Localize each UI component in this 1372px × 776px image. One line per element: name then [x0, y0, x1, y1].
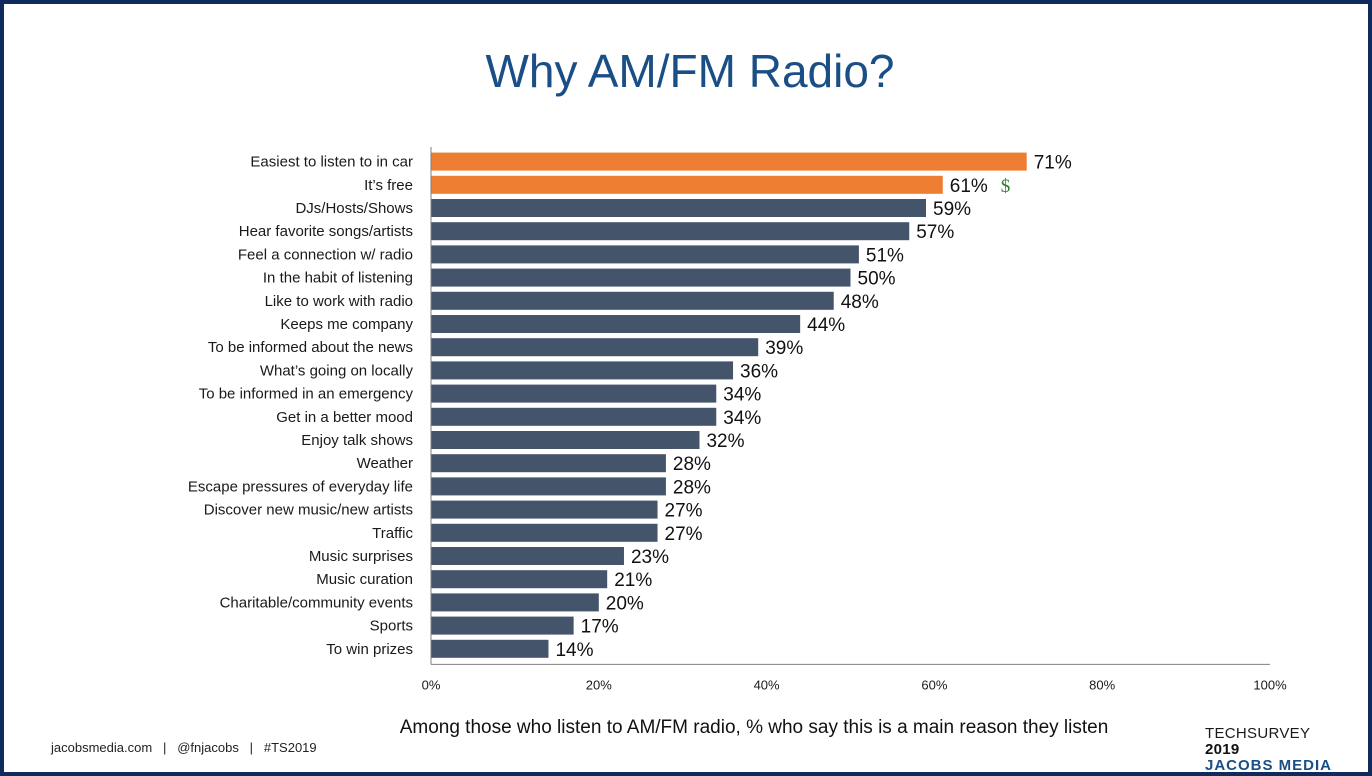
data-label: 34% — [723, 385, 761, 406]
logo-techsurvey-text: TECHSURVEY — [1205, 725, 1310, 742]
data-label: 51% — [866, 245, 904, 266]
data-label: 32% — [706, 431, 744, 452]
category-label: Hear favorite songs/artists — [239, 223, 413, 240]
data-label: 17% — [581, 617, 619, 638]
category-label: Music surprises — [309, 548, 413, 565]
category-label: Feel a connection w/ radio — [238, 246, 413, 263]
bar — [431, 152, 1027, 171]
x-tick-label: 60% — [921, 677, 947, 692]
category-label: To be informed in an emergency — [199, 386, 414, 403]
category-label: Weather — [357, 455, 413, 472]
data-label: 27% — [665, 524, 703, 545]
data-label: 71% — [1034, 153, 1072, 174]
data-label: 61% — [950, 176, 988, 197]
bar — [431, 315, 801, 333]
bar — [431, 407, 717, 426]
data-label: 14% — [555, 640, 593, 661]
bar — [431, 616, 574, 635]
category-label: DJs/Hosts/Shows — [295, 200, 413, 217]
data-label: 28% — [673, 454, 711, 475]
footer-links: jacobsmedia.com | @fnjacobs | #TS2019 — [51, 740, 317, 755]
data-label: 34% — [723, 408, 761, 429]
category-label: Easiest to listen to in car — [250, 154, 413, 171]
techsurvey-logo: TECHSURVEY 2019 JACOBS MEDIA — [1205, 726, 1335, 774]
bar — [431, 454, 666, 473]
x-tick-label: 0% — [422, 677, 441, 692]
logo-year: 2019 — [1205, 741, 1240, 758]
category-label: To win prizes — [326, 641, 413, 658]
category-label: In the habit of listening — [263, 270, 413, 287]
data-label: 44% — [807, 315, 845, 336]
data-label: 20% — [606, 593, 644, 614]
category-label: Sports — [370, 618, 413, 635]
data-label: 59% — [933, 199, 971, 220]
bar — [431, 500, 658, 519]
category-label: Get in a better mood — [276, 409, 413, 426]
category-label: Music curation — [316, 571, 413, 588]
bar — [431, 291, 834, 310]
data-label: 50% — [858, 269, 896, 290]
dollar-annotation: $ — [1001, 176, 1011, 197]
data-label: 36% — [740, 361, 778, 382]
data-label: 27% — [665, 501, 703, 522]
bar — [431, 523, 658, 542]
bar — [431, 593, 599, 612]
logo-line1: TECHSURVEY 2019 — [1205, 726, 1335, 758]
data-label: 39% — [765, 338, 803, 359]
x-tick-label: 80% — [1089, 677, 1115, 692]
bar — [431, 338, 759, 357]
bar — [431, 384, 717, 403]
bar — [431, 175, 943, 194]
bar — [431, 361, 734, 380]
category-label: What’s going on locally — [260, 362, 414, 379]
logo-line2: JACOBS MEDIA — [1205, 757, 1333, 774]
data-label: 23% — [631, 547, 669, 568]
category-label: Keeps me company — [280, 316, 413, 333]
bar — [431, 245, 859, 264]
bar — [431, 477, 666, 496]
axis-caption: Among those who listen to AM/FM radio, %… — [399, 717, 1109, 738]
data-label: 28% — [673, 477, 711, 498]
x-tick-label: 20% — [586, 677, 612, 692]
category-label: It’s free — [364, 177, 413, 194]
category-label: Discover new music/new artists — [204, 502, 413, 519]
x-tick-label: 100% — [1253, 677, 1287, 692]
x-tick-label: 40% — [754, 677, 780, 692]
bar — [431, 639, 549, 658]
bar-chart: Easiest to listen to in car 71% It’s free 6… — [188, 147, 1287, 692]
bar — [431, 547, 624, 565]
category-label: Escape pressures of everyday life — [188, 478, 413, 495]
footer-text: jacobsmedia.com | @fnjacobs | #TS2019 — [51, 740, 317, 755]
bar — [431, 199, 927, 217]
data-label: 21% — [614, 570, 652, 591]
chart-title: Why AM/FM Radio? — [485, 45, 895, 97]
category-label: Traffic — [372, 525, 413, 542]
bar — [431, 268, 851, 287]
category-label: Enjoy talk shows — [301, 432, 413, 449]
bar — [431, 570, 608, 589]
bar — [431, 222, 910, 241]
data-label: 48% — [841, 292, 879, 313]
data-label: 57% — [916, 222, 954, 243]
category-label: Charitable/community events — [220, 594, 413, 611]
bar — [431, 431, 700, 449]
category-label: Like to work with radio — [265, 293, 413, 310]
category-label: To be informed about the news — [208, 339, 413, 356]
